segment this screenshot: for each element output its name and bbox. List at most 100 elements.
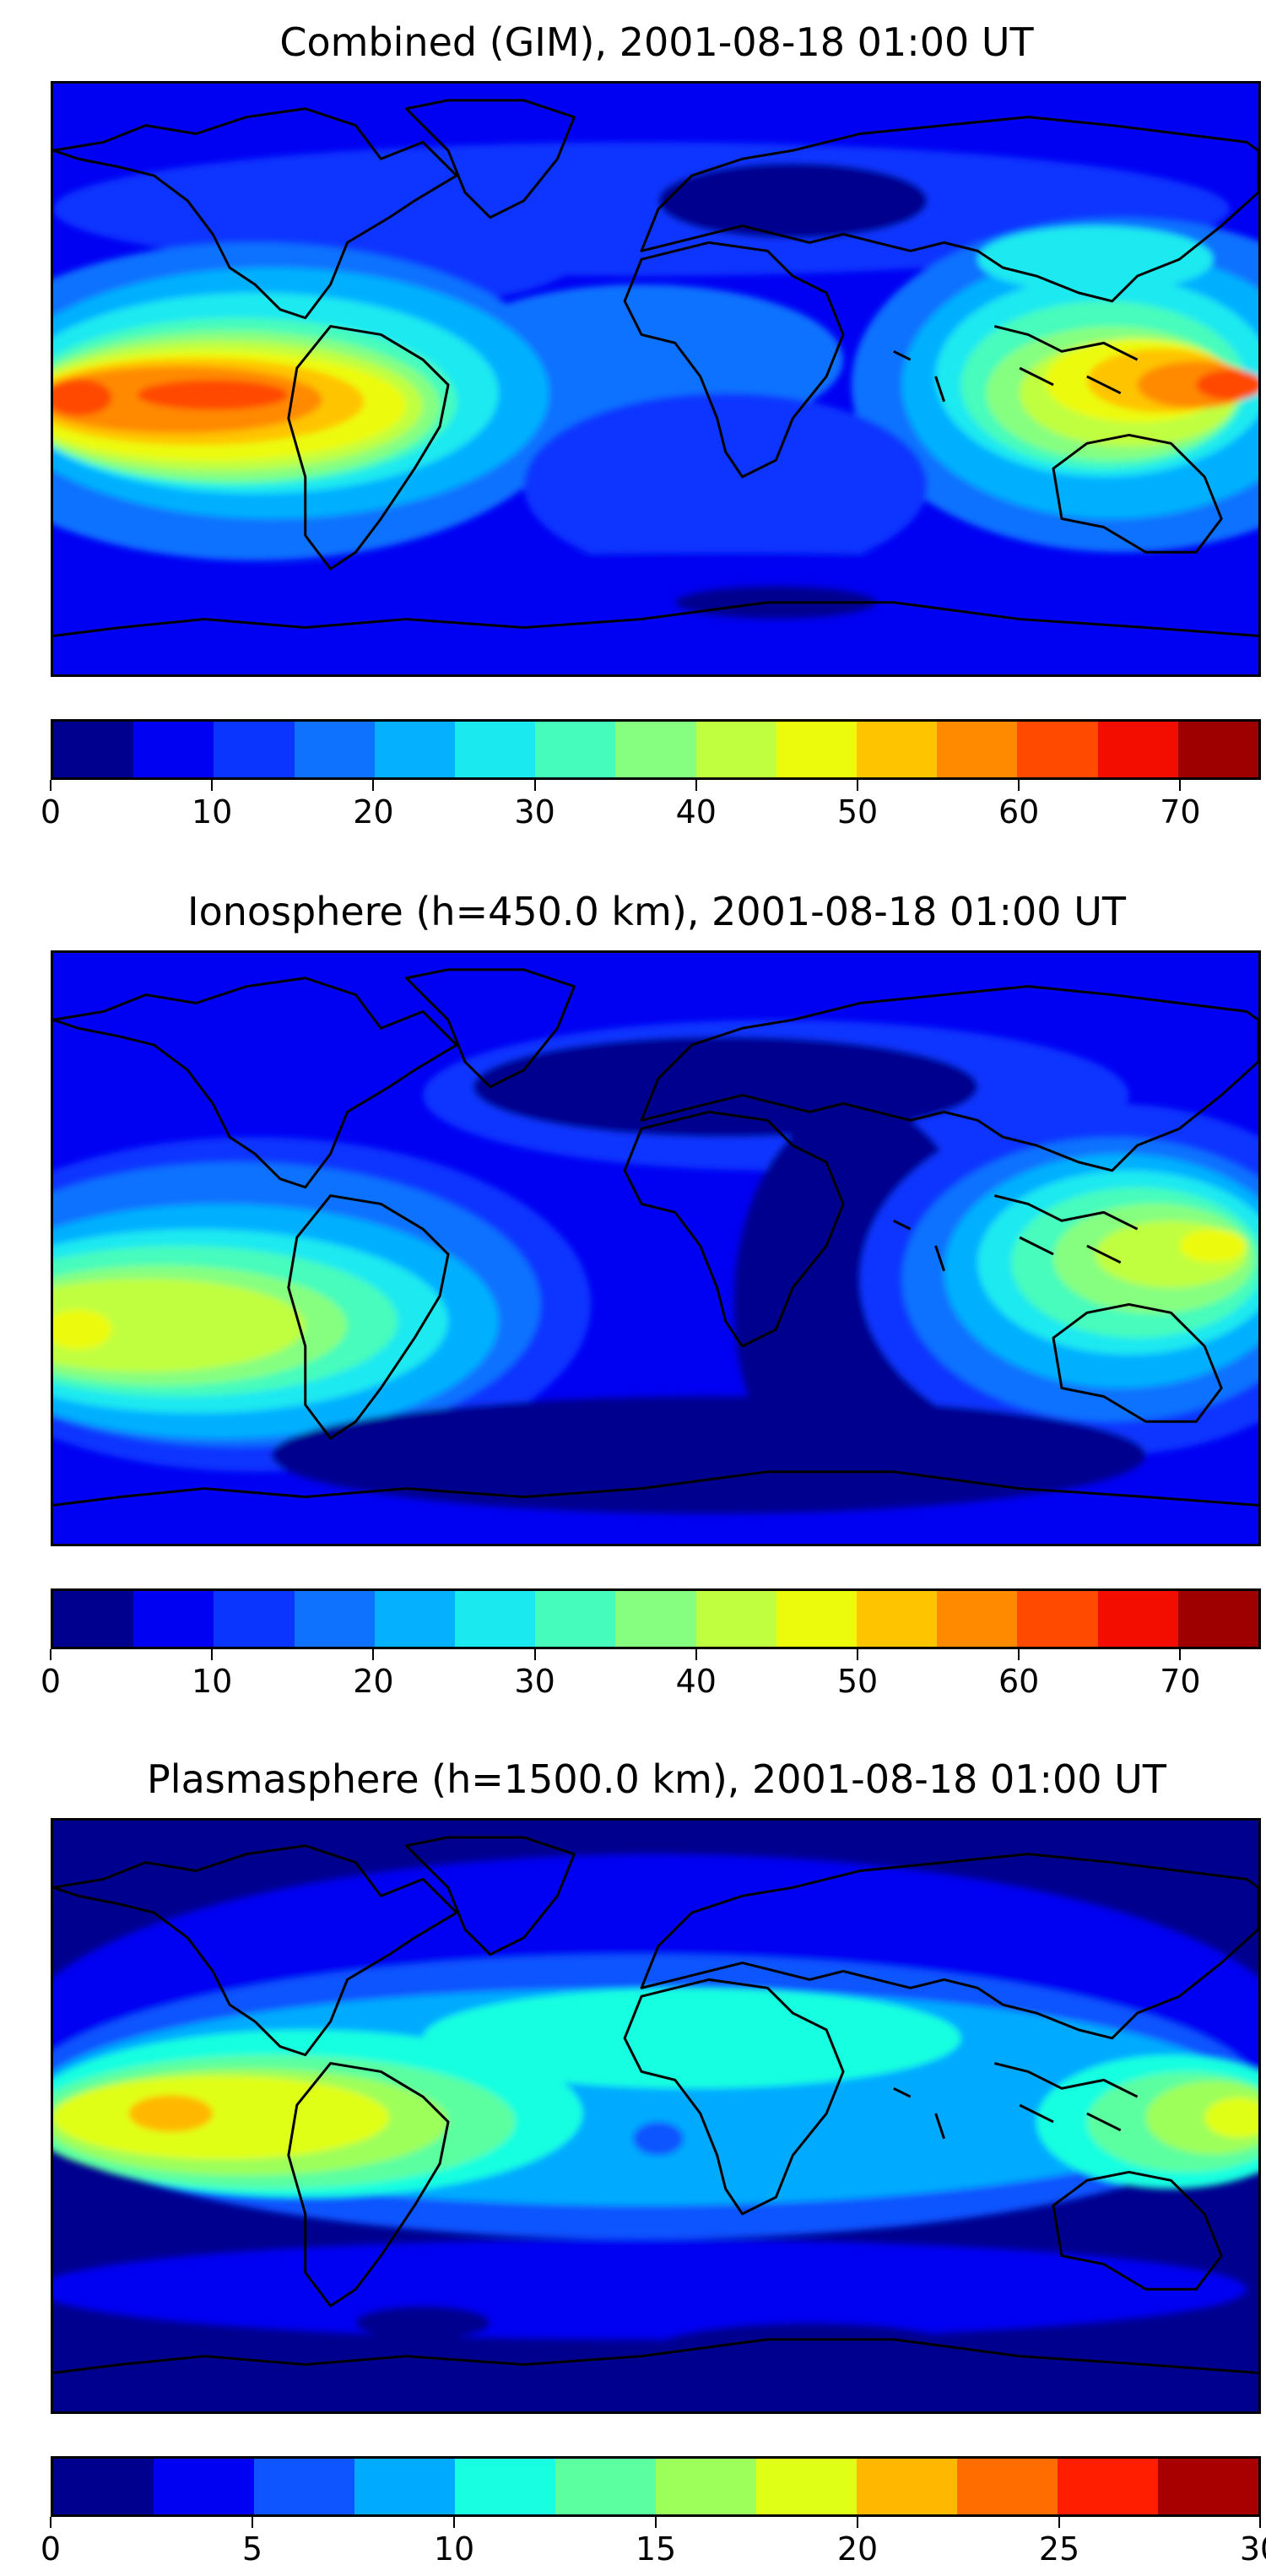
colorbar-segment [133,722,214,777]
colorbar-tick-label: 50 [836,1663,879,1700]
colorbar-tick-label: 50 [836,793,879,831]
colorbar-segment [214,722,295,777]
colorbar-segment [455,1591,536,1647]
colorbar-ticks: 0 10 20 30 40 50 60 70 [41,1649,1261,1708]
colorbar-tick-label: 40 [675,1663,717,1700]
colorbar-segment [857,1591,938,1647]
colorbar [51,1588,1261,1649]
colorbar-segment [1017,1591,1098,1647]
panel-title: Plasmasphere (h=1500.0 km), 2001-08-18 0… [147,1756,1166,1802]
colorbar-segment [1177,722,1258,777]
tec-map-combined [51,81,1261,677]
colorbar-segment [214,1591,295,1647]
colorbar-segment [695,1591,776,1647]
colorbar-segment [656,2459,756,2514]
colorbar-tick-mark [453,2517,455,2528]
tec-map-plasmasphere [51,1818,1261,2414]
colorbar-segment [53,1591,134,1647]
colorbar-tick-label: 20 [353,793,394,831]
colorbar-segment [857,2459,957,2514]
colorbar-segment [776,1591,858,1647]
colorbar-tick-mark [857,2517,858,2528]
colorbar-segment [133,1591,214,1647]
colorbar-tick-mark [50,780,51,791]
colorbar-tick-label: 10 [192,793,233,831]
colorbar-tick-mark [372,780,375,791]
colorbar-tick-mark [857,1649,858,1660]
colorbar-segment [957,2459,1058,2514]
colorbar-segment [1097,722,1178,777]
colorbar-segment [254,2459,354,2514]
colorbar-segment [857,722,938,777]
colorbar-tick-mark [1179,1649,1182,1660]
colorbar-tick-label: 40 [675,793,717,831]
colorbar-segment [535,722,616,777]
colorbar-segment [535,1591,616,1647]
colorbar-segment [455,2459,555,2514]
colorbar-segment [294,1591,375,1647]
colorbar-segment [1017,722,1098,777]
colorbar-segment [756,2459,857,2514]
colorbar-segment [53,722,134,777]
colorbar-tick-mark [533,1649,536,1660]
colorbar-tick-label: 25 [1038,2530,1080,2568]
colorbar-tick-label: 30 [514,793,555,831]
colorbar-tick-label: 30 [1239,2530,1266,2568]
colorbar-tick-label: 10 [192,1663,233,1700]
colorbar-segment [374,1591,456,1647]
colorbar-segment [154,2459,254,2514]
colorbar-tick-label: 0 [40,1663,62,1700]
colorbar-ticks: 0 10 20 30 40 50 60 70 [41,780,1261,839]
contour-field [53,84,1258,674]
colorbar-segment [695,722,776,777]
panel-title: Combined (GIM), 2001-08-18 01:00 UT [279,19,1034,65]
coastlines [53,99,1258,637]
colorbar-segment [615,722,696,777]
colorbar-ticks: 0 5 10 15 20 25 30 [41,2517,1266,2576]
panel-title: Ionosphere (h=450.0 km), 2001-08-18 01:0… [187,889,1126,934]
colorbar-segment [1058,2459,1158,2514]
colorbar-segment [374,722,456,777]
colorbar-tick-mark [211,1649,214,1660]
colorbar-segment [937,722,1018,777]
colorbar-segment [555,2459,656,2514]
colorbar-tick-label: 20 [836,2530,879,2568]
colorbar-tick-label: 0 [40,2530,62,2568]
coastlines [53,968,1258,1507]
colorbar-tick-label: 5 [241,2530,263,2568]
coastlines [53,1836,1258,2374]
colorbar-segment [937,1591,1018,1647]
colorbar-segment [1097,1591,1178,1647]
colorbar-tick-mark [1058,2517,1060,2528]
colorbar-tick-label: 30 [514,1663,555,1700]
colorbar-tick-label: 70 [1160,793,1201,831]
colorbar-tick-mark [533,780,536,791]
colorbar-tick-mark [50,1649,51,1660]
colorbar-tick-label: 0 [40,793,62,831]
colorbar-tick-mark [695,1649,697,1660]
colorbar-tick-mark [252,2517,253,2528]
colorbar-segment [53,2459,154,2514]
colorbar-segment [615,1591,696,1647]
colorbar-tick-mark [1179,780,1182,791]
colorbar-segment [776,722,858,777]
colorbar-tick-mark [1018,780,1020,791]
contour-field [53,1821,1258,2411]
colorbar-segment [1177,1591,1258,1647]
colorbar-tick-mark [857,780,858,791]
colorbar-segment [294,722,375,777]
colorbar-tick-label: 60 [998,793,1040,831]
colorbar-tick-mark [1018,1649,1020,1660]
colorbar [51,719,1261,780]
colorbar-tick-mark [372,1649,375,1660]
colorbar-tick-mark [655,2517,657,2528]
colorbar-tick-label: 10 [433,2530,475,2568]
colorbar-tick-label: 20 [353,1663,394,1700]
colorbar-tick-mark [1259,2517,1261,2528]
contour-field [53,953,1258,1544]
colorbar-segment [354,2459,455,2514]
colorbar-segment [1158,2459,1258,2514]
colorbar-tick-label: 60 [998,1663,1040,1700]
colorbar-tick-mark [50,2517,51,2528]
colorbar [51,2456,1261,2517]
